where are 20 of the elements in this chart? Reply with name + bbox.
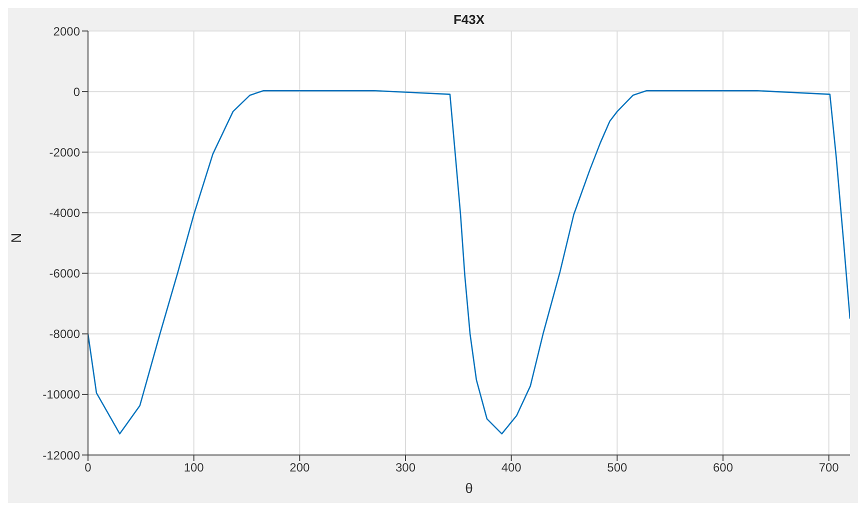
y-axis-title: N bbox=[8, 232, 24, 243]
x-tick-label: 200 bbox=[290, 460, 310, 475]
y-tick-label: -4000 bbox=[49, 206, 80, 220]
x-axis-title: θ bbox=[465, 480, 474, 496]
y-tick-label: -6000 bbox=[49, 266, 80, 281]
y-tick-label: 2000 bbox=[53, 24, 80, 38]
line-series bbox=[88, 90, 850, 434]
y-tick-label: 0 bbox=[73, 84, 80, 99]
x-tick-label: 100 bbox=[184, 460, 204, 475]
y-tick-label: -12000 bbox=[42, 448, 80, 462]
chart-title: F43X bbox=[452, 12, 486, 27]
y-tick-label: -2000 bbox=[49, 145, 80, 160]
x-tick-label: 300 bbox=[395, 460, 416, 475]
x-tick-label: 500 bbox=[607, 460, 628, 475]
x-tick-label: 600 bbox=[712, 460, 734, 475]
y-tick-label: -8000 bbox=[49, 327, 80, 342]
y-tick-label: -10000 bbox=[42, 388, 80, 402]
x-tick-label: 0 bbox=[84, 460, 92, 475]
x-tick-label: 700 bbox=[818, 460, 840, 475]
x-tick-label: 400 bbox=[501, 460, 522, 475]
